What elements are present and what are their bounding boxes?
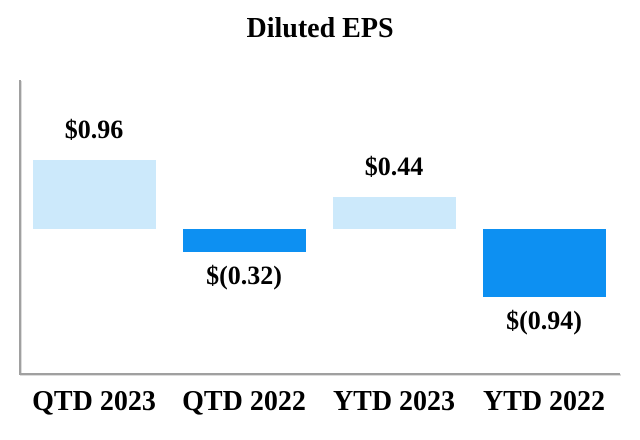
bar-qtd-2023 bbox=[32, 160, 156, 229]
bar-qtd-2022 bbox=[182, 229, 306, 252]
chart-title: Diluted EPS bbox=[246, 13, 394, 44]
value-label-ytd-2022: $(0.94) bbox=[506, 306, 582, 335]
plot-area: $0.96 $(0.32) $0.44 $(0.94) bbox=[19, 81, 620, 373]
x-axis-line bbox=[19, 373, 620, 375]
value-label-ytd-2023: $0.44 bbox=[364, 152, 424, 181]
x-axis-label-ytd-2022: YTD 2022 bbox=[482, 386, 606, 417]
value-label-qtd-2023: $0.96 bbox=[64, 115, 124, 144]
bar-ytd-2023 bbox=[332, 197, 456, 229]
x-axis-label-ytd-2023: YTD 2023 bbox=[332, 386, 456, 417]
x-axis-label-qtd-2022: QTD 2022 bbox=[182, 386, 306, 417]
bar-ytd-2022 bbox=[482, 229, 606, 297]
value-label-qtd-2022: $(0.32) bbox=[206, 261, 282, 290]
y-axis-line bbox=[19, 80, 21, 375]
x-axis-labels: QTD 2023 QTD 2022 YTD 2023 YTD 2022 bbox=[19, 385, 620, 421]
x-axis-label-qtd-2023: QTD 2023 bbox=[32, 386, 156, 417]
